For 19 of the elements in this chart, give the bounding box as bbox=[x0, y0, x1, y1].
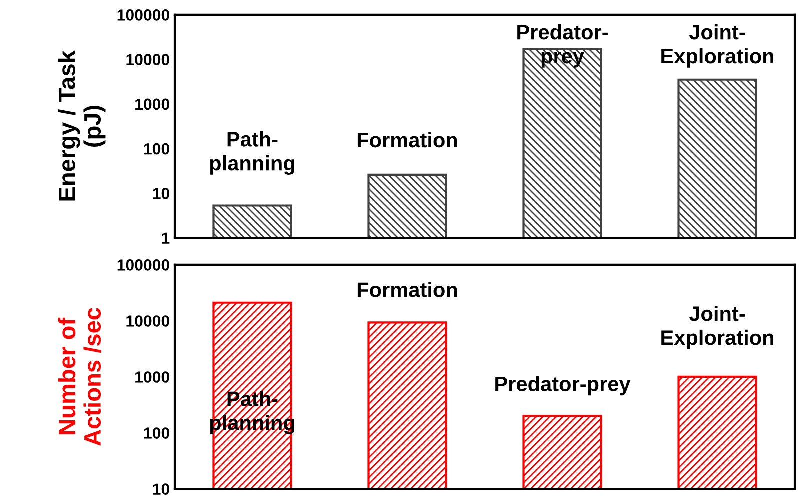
y-tick-label: 1000 bbox=[136, 372, 170, 383]
y-tick-label: 100000 bbox=[118, 260, 170, 271]
x-tick-label: Path- planning bbox=[210, 132, 294, 175]
y-tick-label: 10 bbox=[153, 188, 170, 200]
y-axis-title: Energy / Task (pJ) bbox=[58, 50, 106, 201]
y-tick-label: 100 bbox=[144, 428, 170, 439]
x-tick-label: Formation bbox=[358, 282, 458, 298]
x-tick-label: Predator-prey bbox=[496, 376, 631, 396]
y-tick-label: 1 bbox=[162, 232, 170, 244]
x-tick-label: Joint- Exploration bbox=[662, 24, 774, 68]
y-tick-label: 10000 bbox=[126, 54, 170, 66]
y-tick-label: 10000 bbox=[126, 316, 170, 327]
y-tick-label: 10 bbox=[153, 484, 170, 495]
x-tick-label: Formation bbox=[358, 132, 458, 148]
y-tick-label: 100000 bbox=[118, 10, 170, 21]
x-tick-label: Joint- Exploration bbox=[662, 306, 774, 350]
y-tick-label: 1000 bbox=[136, 98, 170, 110]
y-tick-label: 100 bbox=[144, 143, 170, 155]
y-axis-title: Number of Actions /sec bbox=[58, 308, 102, 446]
